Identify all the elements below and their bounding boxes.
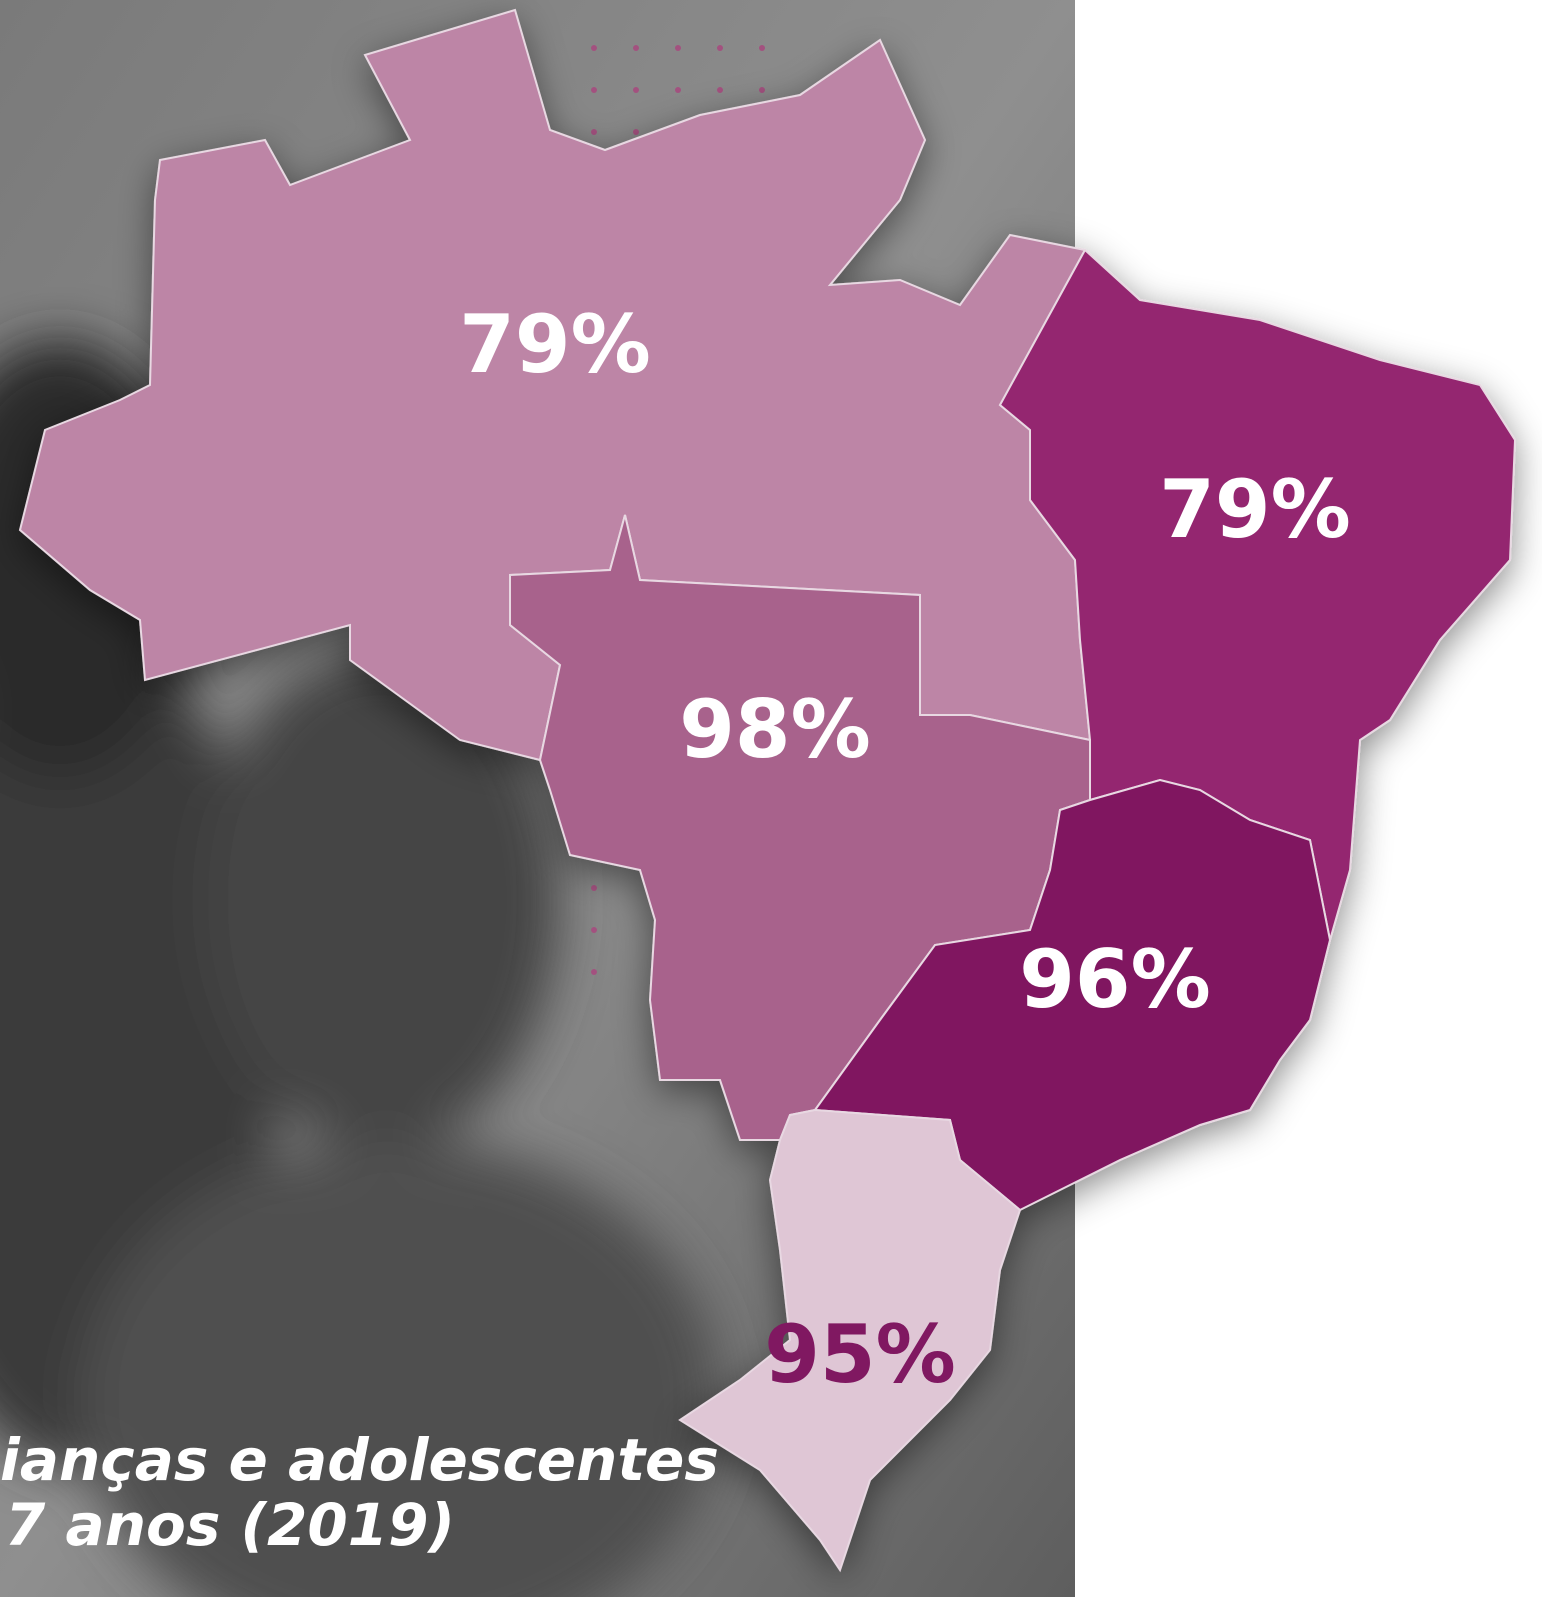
caption-line: 7 anos (2019) [5, 1491, 455, 1559]
caption-line: ianças e adolescentes [0, 1426, 719, 1494]
region-label: 79% [459, 298, 650, 391]
dot-pattern [560, 850, 620, 985]
region-label: 96% [1019, 933, 1210, 1026]
region-label: 98% [679, 683, 870, 776]
page: 79% 79% 98% 96% 95% ianças e adolescente… [0, 0, 1542, 1597]
region-label: 95% [764, 1308, 955, 1401]
map-graphic: 79% 79% 98% 96% 95% ianças e adolescente… [0, 0, 1542, 1597]
region-label: 79% [1159, 463, 1350, 556]
